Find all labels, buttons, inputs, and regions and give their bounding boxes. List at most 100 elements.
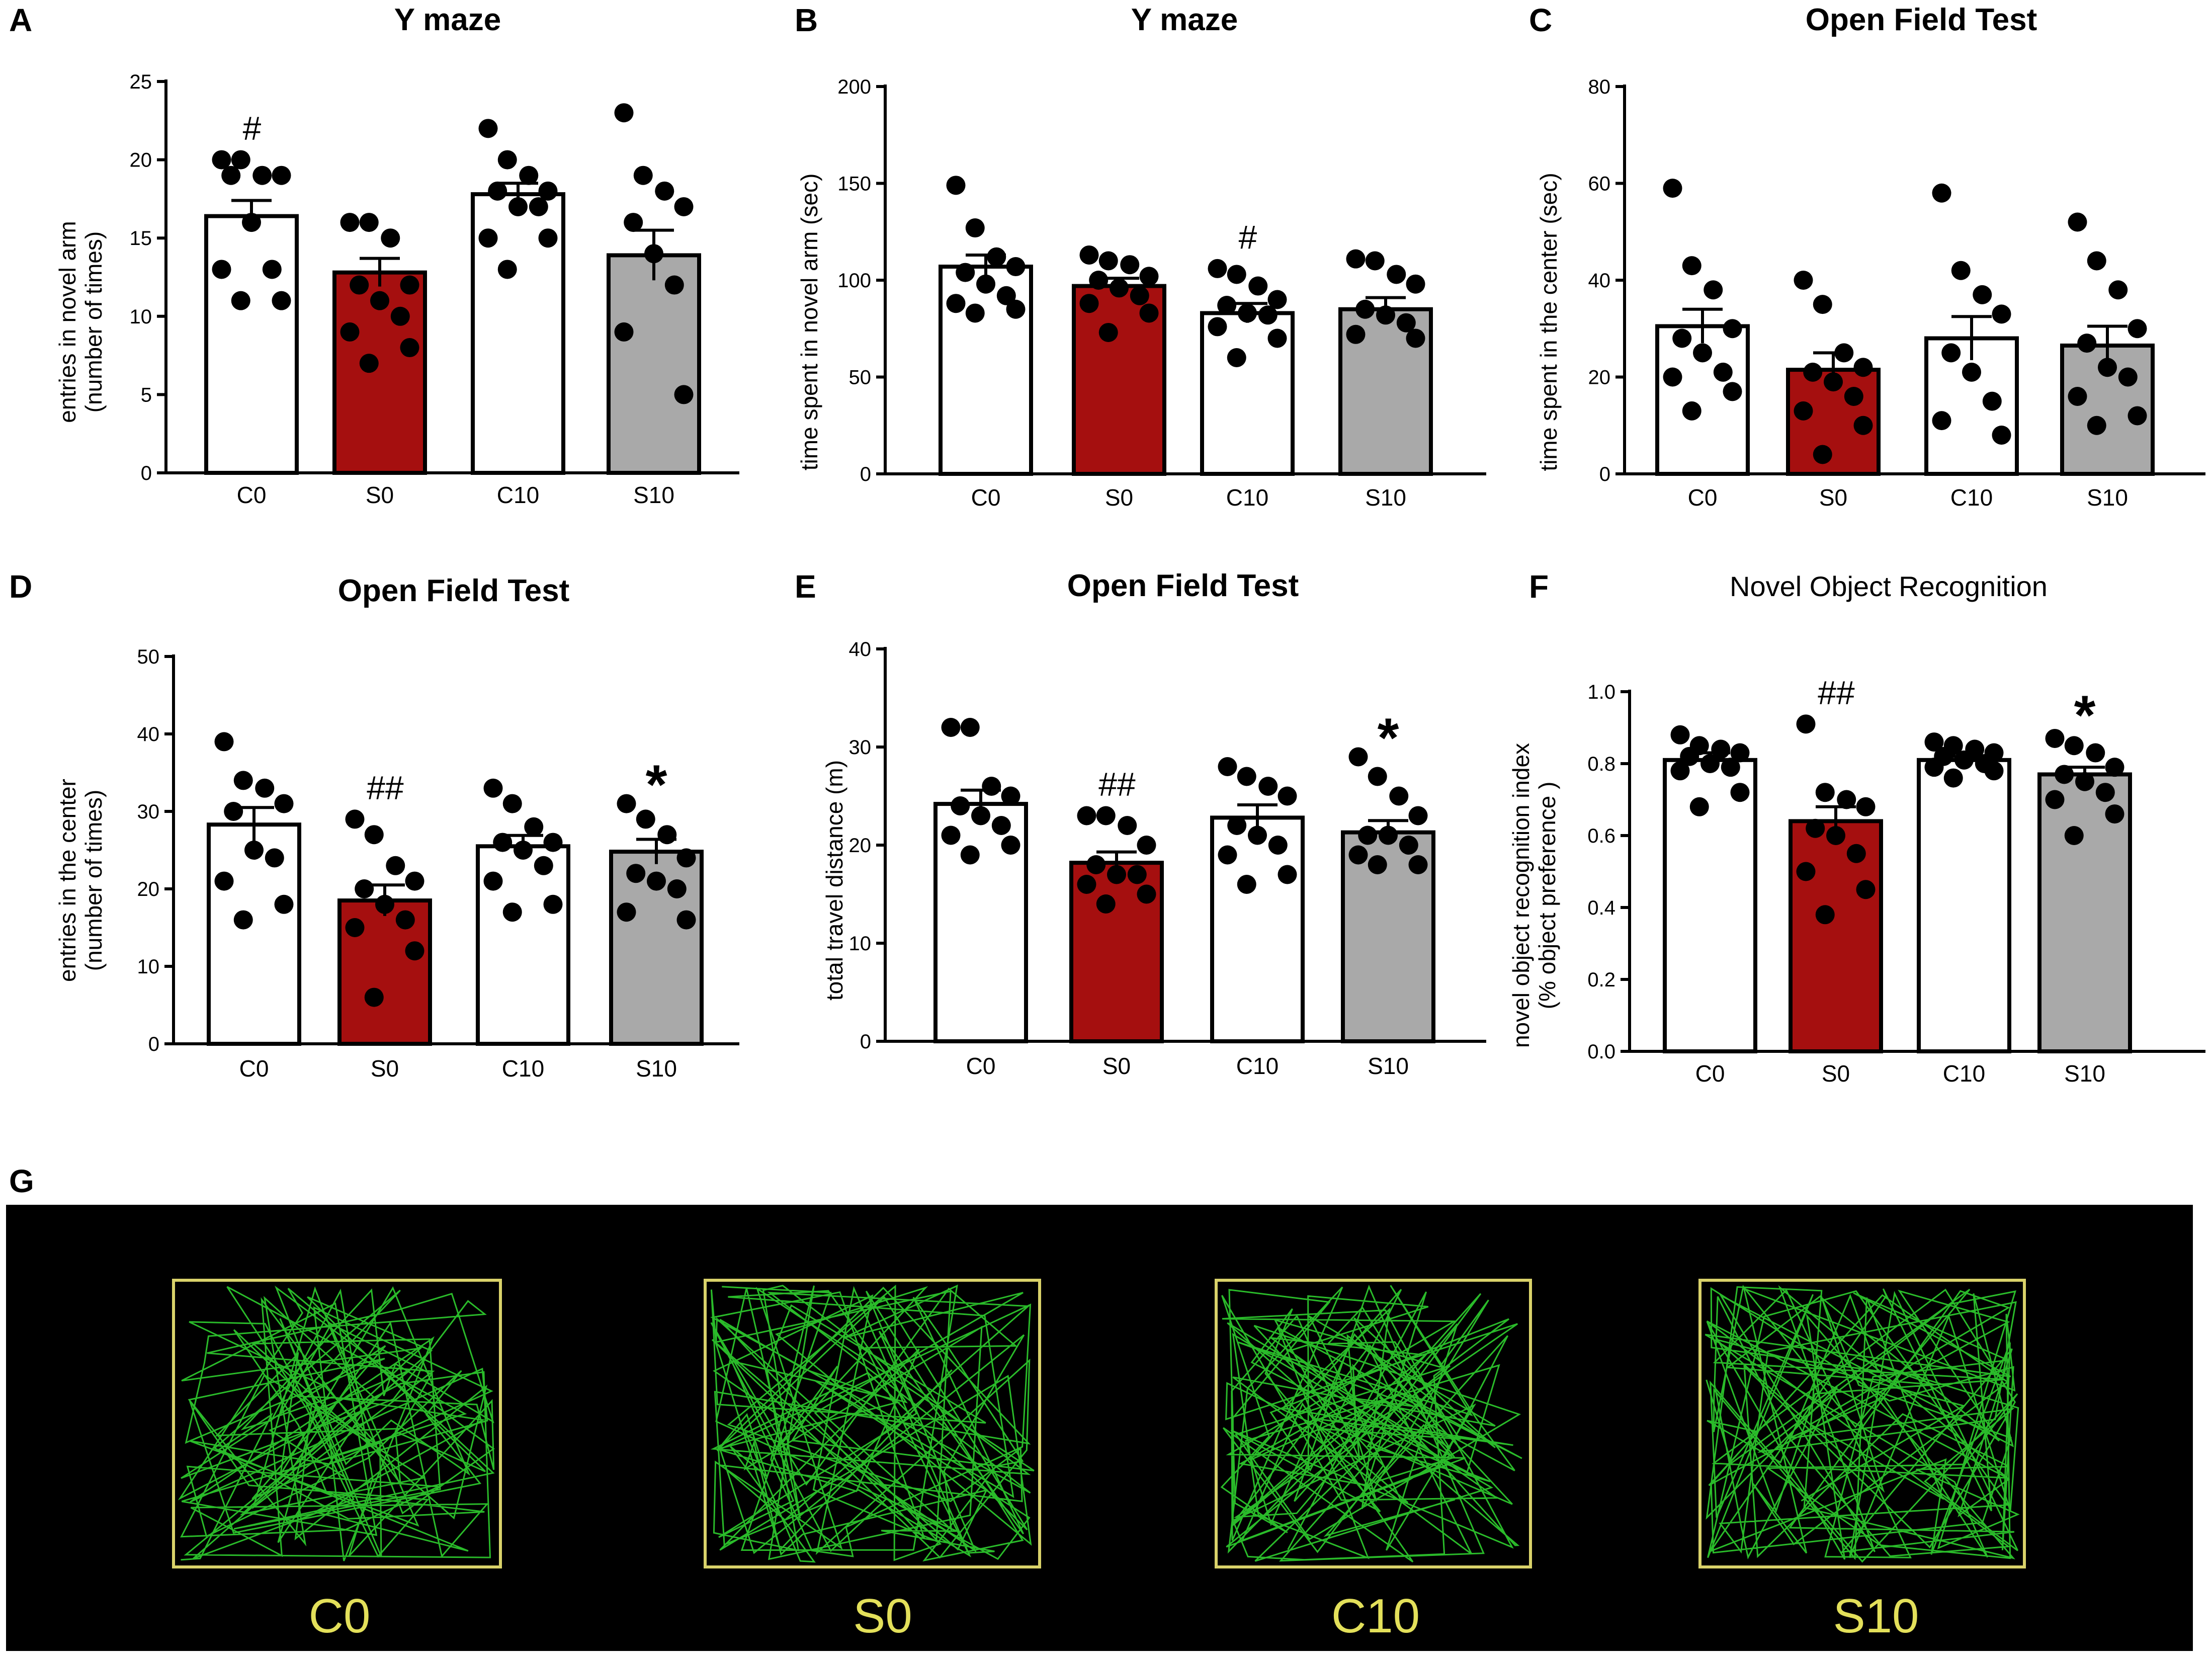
data-point — [1803, 362, 1823, 382]
data-point — [1107, 865, 1126, 884]
data-point — [400, 275, 419, 295]
x-tick-label: S0 — [366, 482, 394, 508]
x-tick-label: C10 — [497, 482, 539, 508]
data-point — [1796, 714, 1816, 734]
data-point — [400, 338, 419, 358]
significance-marker: ## — [366, 769, 404, 806]
data-point — [1079, 245, 1099, 265]
data-point — [1267, 290, 1287, 309]
data-point — [1365, 251, 1385, 271]
chart-title: Y maze — [1131, 3, 1238, 37]
data-point — [1796, 862, 1816, 881]
data-point — [2077, 334, 2097, 353]
data-point — [1844, 387, 1863, 406]
data-point — [1943, 768, 1963, 788]
data-point — [2064, 736, 2084, 756]
data-point — [1227, 348, 1246, 367]
data-point — [1680, 747, 1699, 766]
data-point — [960, 718, 980, 737]
x-tick-label: S10 — [1368, 1053, 1409, 1079]
panel-letter: D — [9, 568, 32, 605]
data-point — [1700, 754, 1720, 773]
data-point — [617, 794, 636, 813]
data-point — [1824, 372, 1843, 392]
data-point — [2128, 406, 2147, 426]
panel-letter: B — [795, 2, 818, 38]
data-point — [960, 845, 980, 865]
panel-b: B Y maze time spent in novel arm (sec) 0 50 1… — [795, 2, 1486, 511]
data-point — [1396, 313, 1416, 333]
data-point — [483, 871, 503, 891]
data-point — [1137, 884, 1156, 904]
y-axis-label-line: time spent in novel arm (sec) — [796, 174, 822, 471]
data-point — [2068, 387, 2087, 406]
data-point — [674, 385, 694, 404]
data-point — [1730, 783, 1750, 802]
data-point — [1258, 305, 1278, 325]
x-tick-label: C0 — [239, 1055, 269, 1082]
movement-track — [178, 1285, 495, 1561]
data-point — [1001, 836, 1020, 855]
y-axis-label-line: (number of times) — [80, 231, 107, 412]
arena-border — [172, 1279, 502, 1568]
y-tick-label: 20 — [849, 835, 872, 857]
data-point — [2086, 743, 2105, 763]
data-point — [255, 778, 275, 798]
data-point — [381, 228, 400, 248]
data-point — [1406, 328, 1425, 348]
data-point — [1962, 362, 1981, 382]
data-point — [965, 218, 985, 238]
tracking-arena-s0: S0 — [704, 1279, 1041, 1643]
tracking-arena-s10: S10 — [1698, 1279, 2026, 1643]
data-point — [1379, 825, 1398, 845]
x-tick-label: C10 — [1950, 484, 1993, 511]
arena-border — [1215, 1279, 1532, 1568]
data-point — [1130, 286, 1149, 305]
arena-border — [1698, 1279, 2026, 1568]
panel-letter: C — [1529, 2, 1552, 38]
y-tick-label: 40 — [849, 638, 872, 660]
data-point — [274, 894, 294, 914]
y-tick-label: 100 — [837, 270, 871, 292]
data-point — [502, 902, 522, 922]
chart-title: Open Field Test — [1806, 3, 2037, 37]
data-point — [1670, 761, 1690, 781]
arena-border — [704, 1279, 1041, 1568]
data-point — [478, 119, 498, 138]
data-point — [617, 902, 636, 922]
bar-s10 — [607, 253, 701, 475]
data-point — [1941, 343, 1961, 363]
y-tick-label: 50 — [137, 646, 160, 668]
data-point — [1951, 261, 1971, 280]
data-point — [1077, 806, 1096, 825]
data-point — [231, 291, 250, 310]
x-tick-label: S10 — [633, 482, 674, 508]
x-tick-label: C0 — [1695, 1060, 1725, 1087]
data-point — [1268, 836, 1288, 855]
data-point — [1663, 367, 1682, 387]
data-point — [976, 274, 995, 294]
y-tick-label: 40 — [1588, 270, 1611, 292]
data-point — [1006, 257, 1026, 277]
panel-g-tracking-plots: G C0 S0 C10 S10 — [6, 1163, 2193, 1651]
data-point — [644, 244, 663, 264]
data-point — [1713, 362, 1733, 382]
data-point — [350, 275, 369, 295]
data-point — [395, 910, 415, 930]
data-point — [252, 166, 272, 185]
panel-a: A Y maze entries in novel arm(number of ti… — [9, 2, 739, 508]
data-point — [375, 894, 394, 914]
data-point — [265, 848, 284, 868]
y-axis-label-line: total travel distance (m) — [821, 760, 847, 1001]
data-point — [212, 260, 231, 279]
y-tick-label: 15 — [130, 227, 152, 250]
data-point — [1853, 416, 1873, 435]
y-tick-label: 0.6 — [1587, 825, 1615, 847]
data-point — [529, 197, 548, 216]
data-point — [1794, 401, 1813, 421]
data-point — [1258, 777, 1278, 796]
data-point — [1278, 865, 1297, 884]
data-point — [1406, 274, 1425, 294]
data-point — [1723, 382, 1742, 401]
data-point — [1813, 295, 1832, 314]
